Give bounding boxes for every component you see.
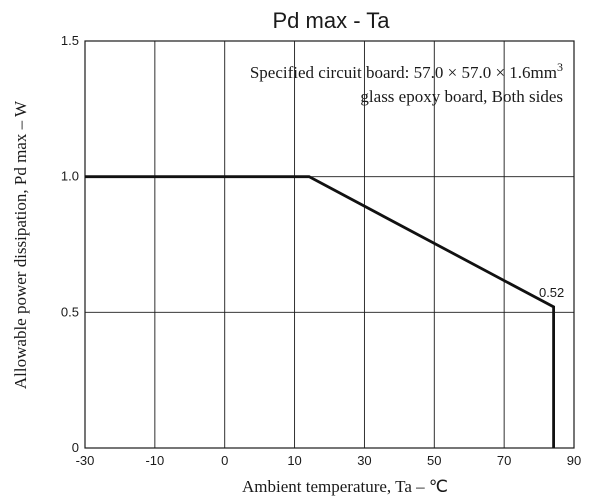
board-material-annotation: glass epoxy board, Both sides: [360, 87, 563, 106]
x-tick-label: 0: [221, 453, 228, 468]
x-tick-label: 50: [427, 453, 441, 468]
x-tick-label: -30: [76, 453, 95, 468]
board-spec-text: Specified circuit board: 57.0 × 57.0 × 1…: [250, 63, 557, 82]
y-tick-label: 1.0: [61, 169, 79, 184]
x-axis-label: Ambient temperature, Ta – ℃: [242, 477, 448, 496]
y-tick-labels: 0 0.5 1.0 1.5: [61, 33, 79, 455]
x-tick-label: 10: [287, 453, 301, 468]
data-label-0.52: 0.52: [539, 285, 564, 300]
x-tick-label: 90: [567, 453, 581, 468]
x-tick-label: 30: [357, 453, 371, 468]
y-axis-label: Allowable power dissipation, Pd max – W: [11, 100, 30, 389]
x-tick-labels: -30 -10 0 10 30 50 70 90: [76, 453, 582, 468]
board-spec-annotation: Specified circuit board: 57.0 × 57.0 × 1…: [250, 60, 563, 82]
x-tick-label: -10: [145, 453, 164, 468]
y-tick-label: 0.5: [61, 304, 79, 319]
y-tick-label: 1.5: [61, 33, 79, 48]
chart-title: Pd max - Ta: [273, 8, 391, 33]
x-tick-label: 70: [497, 453, 511, 468]
y-tick-label: 0: [72, 440, 79, 455]
derating-curve-line: [85, 175, 555, 448]
plot-frame: [84, 40, 575, 449]
board-spec-superscript: 3: [557, 60, 563, 74]
